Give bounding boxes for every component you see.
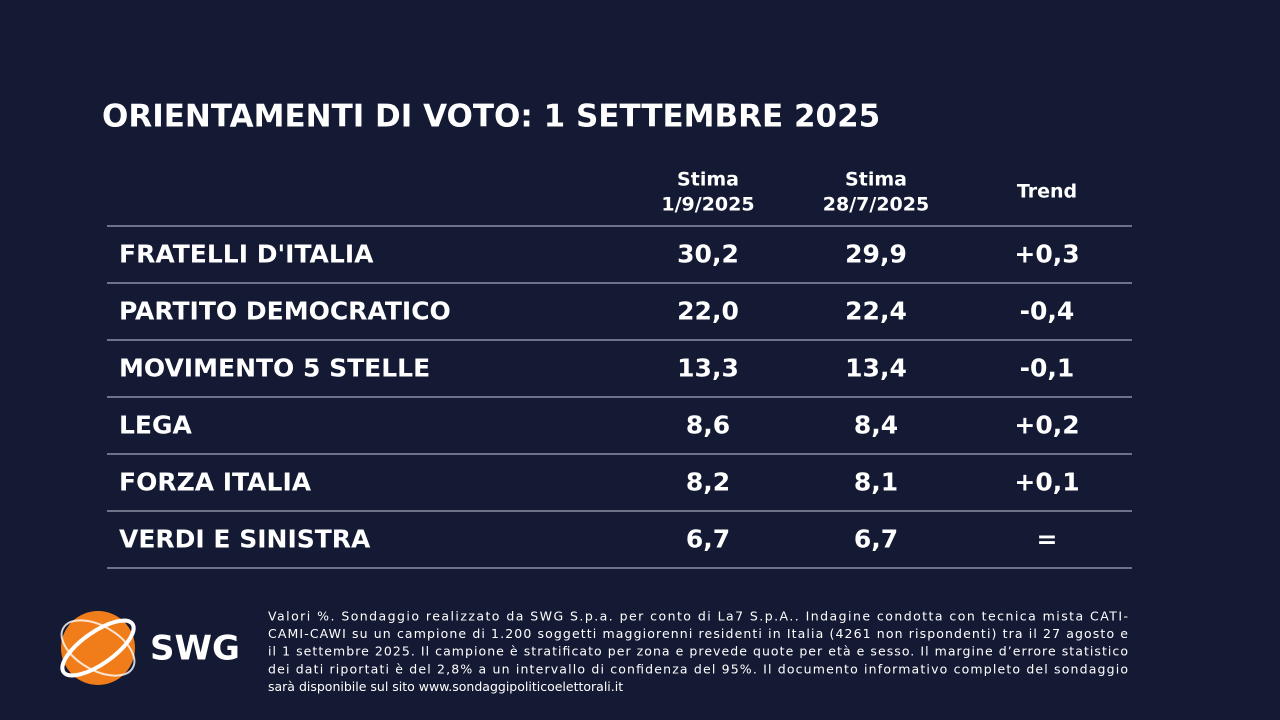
footnote-line: sarà disponibile sul sito www.sondaggipo… [268,679,623,694]
trend-value: -0,4 [1020,297,1075,326]
party-name: FRATELLI D'ITALIA [119,240,374,269]
estimate-value: 13,3 [677,354,739,383]
logo-text: SWG [150,629,240,669]
estimate-value: 8,4 [854,411,898,440]
footnote-line: Valori %. Sondaggio realizzato da SWG S.… [268,609,1128,624]
estimate-value: 8,2 [686,468,730,497]
party-name: LEGA [119,411,193,440]
column-header: Stima [845,169,907,191]
footnote-line: il 1 settembre 2025. Il campione è strat… [268,644,1128,659]
estimate-value: 13,4 [845,354,907,383]
footnote-line: CAMI-CAWI su un campione di 1.200 sogget… [268,626,1128,641]
estimate-value: 30,2 [677,240,739,269]
trend-value: +0,2 [1014,411,1079,440]
trend-value: +0,3 [1014,240,1079,269]
footnote-line: dei dati riportati è del 2,8% a un inter… [268,661,1128,676]
trend-value: = [1037,525,1058,554]
estimate-value: 22,4 [845,297,907,326]
estimate-value: 8,6 [686,411,730,440]
estimate-value: 29,9 [845,240,907,269]
party-name: FORZA ITALIA [119,468,312,497]
estimate-value: 6,7 [854,525,898,554]
party-name: MOVIMENTO 5 STELLE [119,354,430,383]
title: ORIENTAMENTI DI VOTO: 1 SETTEMBRE 2025 [102,99,880,135]
estimate-value: 6,7 [686,525,730,554]
trend-value: +0,1 [1014,468,1079,497]
estimate-value: 22,0 [677,297,739,326]
party-name: VERDI E SINISTRA [119,525,371,554]
logo-icon [60,611,136,685]
column-header: Trend [1017,181,1077,203]
column-header: 1/9/2025 [661,194,754,216]
estimate-value: 8,1 [854,468,898,497]
trend-value: -0,1 [1020,354,1075,383]
column-header: Stima [677,169,739,191]
column-header: 28/7/2025 [823,194,929,216]
party-name: PARTITO DEMOCRATICO [119,297,451,326]
